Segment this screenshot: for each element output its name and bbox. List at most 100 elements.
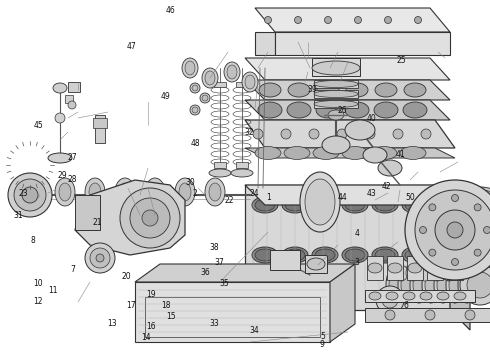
Polygon shape [75, 180, 185, 255]
Text: 32: 32 [244, 128, 254, 137]
Circle shape [14, 179, 46, 211]
Polygon shape [245, 100, 450, 120]
Circle shape [8, 173, 52, 217]
Ellipse shape [322, 136, 350, 154]
Text: 35: 35 [220, 279, 229, 288]
Ellipse shape [346, 83, 368, 97]
Ellipse shape [404, 83, 426, 97]
Polygon shape [245, 120, 455, 148]
Ellipse shape [448, 263, 462, 273]
Bar [236, 82, 248, 87]
Text: 47: 47 [126, 42, 136, 51]
Circle shape [281, 129, 291, 139]
Circle shape [415, 190, 490, 270]
Ellipse shape [115, 178, 135, 206]
Circle shape [200, 93, 210, 103]
Ellipse shape [345, 120, 375, 140]
Ellipse shape [374, 102, 398, 118]
Ellipse shape [363, 147, 387, 163]
Ellipse shape [375, 249, 395, 261]
Ellipse shape [179, 183, 191, 201]
Ellipse shape [255, 199, 275, 211]
Ellipse shape [312, 197, 338, 213]
Bar [312, 58, 360, 76]
Ellipse shape [402, 197, 428, 213]
Ellipse shape [317, 83, 339, 97]
Ellipse shape [425, 272, 437, 298]
Ellipse shape [371, 147, 397, 159]
Circle shape [55, 113, 65, 123]
Text: 13: 13 [107, 319, 117, 328]
Text: 4: 4 [354, 229, 359, 238]
Text: 23: 23 [19, 189, 28, 198]
Ellipse shape [252, 197, 278, 213]
Bar [68, 82, 80, 92]
Ellipse shape [209, 183, 221, 201]
Text: 31: 31 [14, 211, 24, 220]
Ellipse shape [437, 292, 449, 300]
Text: 21: 21 [92, 218, 102, 227]
Circle shape [460, 265, 490, 305]
Ellipse shape [408, 263, 422, 273]
Bar [367, 256, 383, 280]
Text: 8: 8 [31, 236, 36, 245]
Ellipse shape [406, 265, 420, 281]
Ellipse shape [422, 267, 440, 303]
Ellipse shape [430, 265, 444, 281]
Ellipse shape [386, 267, 404, 303]
Text: 38: 38 [210, 243, 220, 252]
Ellipse shape [345, 102, 369, 118]
Ellipse shape [471, 230, 489, 240]
Text: 45: 45 [33, 121, 43, 130]
Ellipse shape [398, 267, 416, 303]
Circle shape [474, 204, 481, 211]
Circle shape [365, 129, 375, 139]
Circle shape [419, 226, 426, 234]
Ellipse shape [403, 292, 415, 300]
Circle shape [451, 258, 459, 266]
Ellipse shape [342, 247, 368, 263]
Ellipse shape [345, 199, 365, 211]
Circle shape [130, 198, 170, 238]
Ellipse shape [413, 272, 425, 298]
Circle shape [294, 17, 301, 23]
Bar [270, 250, 300, 270]
Circle shape [451, 194, 459, 202]
Ellipse shape [205, 178, 225, 206]
Text: 30: 30 [185, 179, 195, 188]
Circle shape [324, 17, 332, 23]
Ellipse shape [442, 265, 456, 281]
Circle shape [85, 243, 115, 273]
Text: 48: 48 [190, 139, 200, 148]
Ellipse shape [420, 292, 432, 300]
Text: 36: 36 [200, 269, 210, 277]
Ellipse shape [458, 267, 476, 303]
Ellipse shape [231, 169, 253, 177]
Polygon shape [365, 308, 490, 322]
Circle shape [202, 95, 208, 101]
Ellipse shape [315, 199, 335, 211]
Text: 16: 16 [146, 323, 156, 331]
Ellipse shape [369, 292, 381, 300]
Text: 44: 44 [337, 193, 347, 202]
Ellipse shape [313, 147, 339, 159]
Polygon shape [245, 148, 455, 158]
Circle shape [429, 249, 436, 256]
Polygon shape [245, 80, 450, 100]
Polygon shape [275, 32, 450, 55]
Text: 24: 24 [249, 189, 259, 198]
Circle shape [354, 17, 362, 23]
Circle shape [309, 129, 319, 139]
Ellipse shape [255, 147, 281, 159]
Ellipse shape [405, 199, 425, 211]
Ellipse shape [402, 247, 428, 263]
Ellipse shape [285, 199, 305, 211]
Ellipse shape [314, 90, 358, 98]
Text: 41: 41 [396, 150, 406, 158]
Text: 25: 25 [396, 56, 406, 65]
Circle shape [385, 17, 392, 23]
Ellipse shape [314, 100, 358, 108]
Bar [65, 95, 73, 103]
Ellipse shape [401, 272, 413, 298]
Text: 40: 40 [367, 114, 376, 122]
